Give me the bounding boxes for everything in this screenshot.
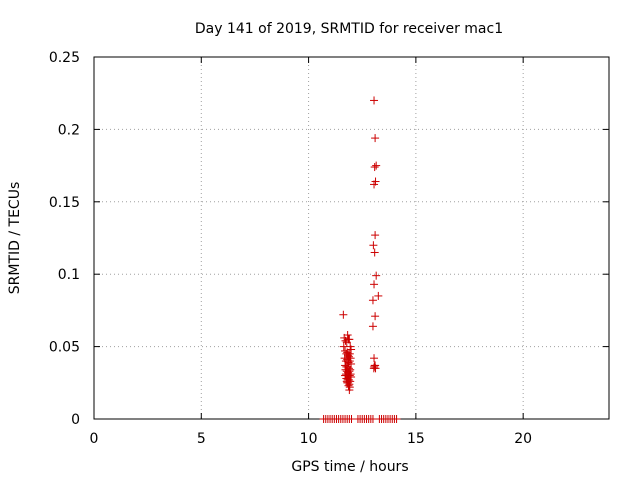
data-point <box>371 231 380 240</box>
y-tick-label: 0.15 <box>49 195 80 211</box>
x-tick-label: 20 <box>514 431 532 447</box>
x-tick-label: 10 <box>300 431 318 447</box>
y-tick-label: 0.25 <box>49 50 80 66</box>
y-tick-label: 0 <box>71 412 80 428</box>
data-point <box>370 180 379 189</box>
data-point <box>370 280 379 289</box>
data-point <box>370 354 379 363</box>
y-tick-label: 0.1 <box>58 267 80 283</box>
data-point <box>371 312 380 321</box>
y-tick-label: 0.05 <box>49 340 80 356</box>
data-point <box>345 386 354 395</box>
axis-ticks <box>93 56 609 420</box>
data-point <box>370 248 379 257</box>
x-tick-label: 15 <box>407 431 425 447</box>
x-axis-tick-labels: 0 5 10 15 20 <box>90 431 533 447</box>
data-point <box>341 371 350 380</box>
data-point <box>370 163 379 172</box>
data-point <box>345 335 354 344</box>
data-point <box>372 271 381 280</box>
y-axis-label: SRMTID / TECUs <box>7 182 23 295</box>
data-point <box>374 291 383 300</box>
y-axis-tick-labels: 0 0.05 0.1 0.15 0.2 0.25 <box>49 50 80 428</box>
data-point <box>345 349 354 358</box>
x-tick-label: 0 <box>90 431 99 447</box>
data-point <box>370 96 379 105</box>
data-point <box>372 161 381 170</box>
data-point <box>339 310 348 319</box>
data-point <box>368 296 377 305</box>
data-point <box>371 134 380 143</box>
data-point <box>392 415 401 423</box>
chart-title: Day 141 of 2019, SRMTID for receiver mac… <box>195 21 503 37</box>
x-axis-label: GPS time / hours <box>291 459 408 475</box>
data-point <box>370 362 379 371</box>
data-point <box>343 331 352 340</box>
x-tick-label: 5 <box>197 431 206 447</box>
chart-grid <box>94 57 609 419</box>
y-tick-label: 0.2 <box>58 122 80 138</box>
data-point <box>368 322 377 331</box>
data-point <box>369 241 378 250</box>
data-point <box>343 378 352 387</box>
data-points <box>319 96 401 423</box>
data-point <box>339 342 348 351</box>
